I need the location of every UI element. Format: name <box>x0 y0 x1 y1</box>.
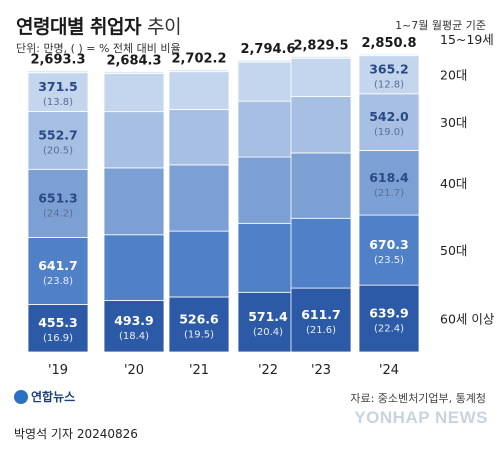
total-label-0: 2,693.3 <box>30 53 85 68</box>
bar-segment-30s-1 <box>103 111 165 169</box>
bar-segment-50s-0 <box>27 236 89 305</box>
x-tick-label-0: '19 <box>48 363 68 378</box>
bar-segment-15-19-1 <box>103 71 165 75</box>
bar-segment-50s-1 <box>103 234 165 301</box>
bar-segment-20s-1 <box>103 73 165 113</box>
segment-value-label-11: 618.4 <box>369 170 409 185</box>
segment-pct-label-0: (16.9) <box>43 333 73 344</box>
bar-segment-30s-2 <box>168 109 230 166</box>
segment-pct-label-1: (23.8) <box>43 276 73 287</box>
segment-value-label-9: 639.9 <box>369 306 409 321</box>
total-label-2: 2,702.2 <box>171 52 226 67</box>
bar-segment-40s-5 <box>358 150 420 216</box>
bar-segment-30s-3 <box>237 100 299 158</box>
title-sub: 추이 <box>147 16 182 38</box>
period-note: 1~7월 월평균 기준 <box>395 19 486 32</box>
bar-segment-20s-3 <box>237 61 299 102</box>
x-tick-label-1: '20 <box>124 363 144 378</box>
bar-segment-50s-2 <box>168 230 230 298</box>
segment-value-label-3: 552.7 <box>38 127 78 142</box>
legend-label-3: 30대 <box>440 115 467 130</box>
bar-segment-60plus-5 <box>358 284 420 353</box>
logo-text: 연합뉴스 <box>31 390 76 404</box>
bar-segment-60plus-1 <box>103 299 165 353</box>
bar-segment-30s-4 <box>290 96 352 154</box>
bar-segment-20s-2 <box>168 71 230 110</box>
segment-pct-label-8: (21.6) <box>306 325 336 336</box>
segment-pct-label-5: (18.4) <box>119 331 149 342</box>
segment-pct-label-12: (19.0) <box>374 127 404 138</box>
bar-segment-15-19-5 <box>358 53 420 57</box>
bar-segment-40s-0 <box>27 168 89 238</box>
segment-value-label-8: 611.7 <box>301 307 341 322</box>
yonhap-logo-icon <box>14 390 28 404</box>
segment-pct-label-6: (19.5) <box>184 329 214 340</box>
bar-segment-20s-4 <box>290 57 352 97</box>
bar-segment-20s-5 <box>358 55 420 95</box>
unit-note: 단위: 만명, ( ) = % 전체 대비 비율 <box>16 42 181 55</box>
x-tick-label-3: '22 <box>258 363 278 378</box>
legend-label-4: 20대 <box>440 68 467 83</box>
legend-label-5: 15~19세 <box>440 32 494 47</box>
watermark: YONHAP NEWS <box>354 408 488 427</box>
bar-segment-30s-0 <box>27 111 89 170</box>
segment-pct-label-13: (12.8) <box>374 80 404 91</box>
total-label-5: 2,850.8 <box>361 36 416 51</box>
x-tick-label-4: '23 <box>311 363 331 378</box>
segment-value-label-6: 526.6 <box>179 311 219 326</box>
bar-segment-15-19-3 <box>237 59 299 63</box>
legend-label-2: 40대 <box>440 176 467 191</box>
bar-segment-40s-1 <box>103 167 165 236</box>
segment-value-label-0: 455.3 <box>38 315 78 330</box>
source-note: 자료: 중소벤처기업부, 통계청 <box>350 392 486 405</box>
credit-line: 박영석 기자 20240826 <box>14 427 138 441</box>
segment-value-label-13: 365.2 <box>369 62 409 77</box>
yonhap-logo: 연합뉴스 <box>14 388 75 405</box>
segment-value-label-4: 371.5 <box>38 79 78 94</box>
legend-label-1: 50대 <box>440 243 467 258</box>
segment-value-label-12: 542.0 <box>369 109 409 124</box>
x-tick-label-2: '21 <box>189 363 209 378</box>
segment-value-label-1: 641.7 <box>38 258 78 273</box>
segment-value-label-2: 651.3 <box>38 190 78 205</box>
total-label-4: 2,829.5 <box>293 38 348 53</box>
segment-pct-label-7: (20.4) <box>253 327 283 338</box>
bar-segment-40s-4 <box>290 152 352 219</box>
segment-value-label-7: 571.4 <box>248 309 288 324</box>
bar-segment-60plus-4 <box>290 287 352 353</box>
bar-segment-20s-0 <box>27 72 89 112</box>
segment-pct-label-11: (21.7) <box>374 188 404 199</box>
segment-pct-label-3: (20.5) <box>43 145 73 156</box>
bar-segment-15-19-4 <box>290 55 352 59</box>
title-main: 연령대별 취업자 <box>16 16 141 38</box>
segment-value-label-10: 670.3 <box>369 237 409 252</box>
x-tick-label-5: '24 <box>379 363 399 378</box>
chart-title: 연령대별 취업자 추이 <box>16 12 182 39</box>
bar-segment-40s-3 <box>237 156 299 224</box>
bar-segment-30s-5 <box>358 93 420 151</box>
bar-segment-60plus-0 <box>27 304 89 353</box>
segment-pct-label-2: (24.2) <box>43 208 73 219</box>
bar-segment-50s-5 <box>358 214 420 286</box>
segment-value-label-5: 493.9 <box>114 313 154 328</box>
segment-pct-label-10: (23.5) <box>374 255 404 266</box>
total-label-3: 2,794.6 <box>240 42 295 57</box>
total-label-1: 2,684.3 <box>106 53 161 68</box>
bar-segment-50s-3 <box>237 222 299 293</box>
segment-pct-label-9: (22.4) <box>374 324 404 335</box>
legend-label-0: 60세 이상 <box>440 312 495 327</box>
bar-segment-50s-4 <box>290 217 352 289</box>
bar-segment-40s-2 <box>168 164 230 232</box>
bar-segment-15-19-0 <box>27 70 89 74</box>
segment-pct-label-4: (13.8) <box>43 97 73 108</box>
bar-segment-15-19-2 <box>168 69 230 73</box>
